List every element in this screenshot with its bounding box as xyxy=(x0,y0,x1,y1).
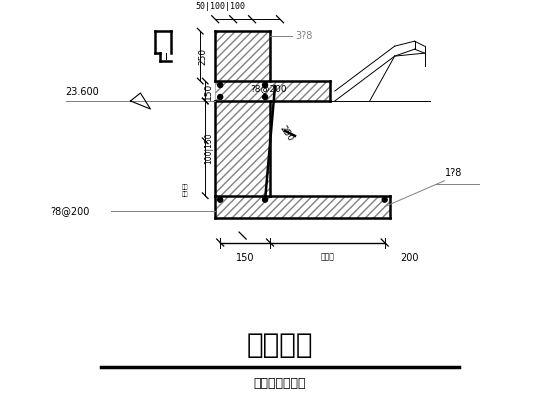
Text: 23.600: 23.600 xyxy=(66,87,100,97)
Text: 100|150: 100|150 xyxy=(204,133,213,164)
Polygon shape xyxy=(215,101,270,196)
Text: 50|100|100: 50|100|100 xyxy=(195,2,245,11)
Text: 详测筑: 详测筑 xyxy=(320,252,334,262)
Text: 平面位置详建施: 平面位置详建施 xyxy=(254,377,306,390)
Text: 250: 250 xyxy=(278,124,295,143)
Circle shape xyxy=(263,83,268,87)
Circle shape xyxy=(263,94,268,100)
Text: ?8@200: ?8@200 xyxy=(51,206,90,215)
Polygon shape xyxy=(215,196,390,218)
Text: 150: 150 xyxy=(236,252,254,262)
Circle shape xyxy=(218,83,223,87)
Circle shape xyxy=(218,197,223,202)
Text: 1?8: 1?8 xyxy=(445,168,462,178)
Text: 筑筑
筑筑: 筑筑 筑筑 xyxy=(182,185,189,197)
Polygon shape xyxy=(215,31,270,81)
Circle shape xyxy=(218,94,223,100)
Text: 3?8: 3?8 xyxy=(295,31,312,41)
Text: 250: 250 xyxy=(198,47,207,65)
Circle shape xyxy=(382,197,387,202)
Text: 200: 200 xyxy=(400,252,419,262)
Text: 150: 150 xyxy=(204,82,213,100)
Polygon shape xyxy=(215,81,330,101)
Circle shape xyxy=(263,197,268,202)
Text: 檐口大样: 檐口大样 xyxy=(247,331,313,359)
Text: ?8@200: ?8@200 xyxy=(250,84,287,94)
